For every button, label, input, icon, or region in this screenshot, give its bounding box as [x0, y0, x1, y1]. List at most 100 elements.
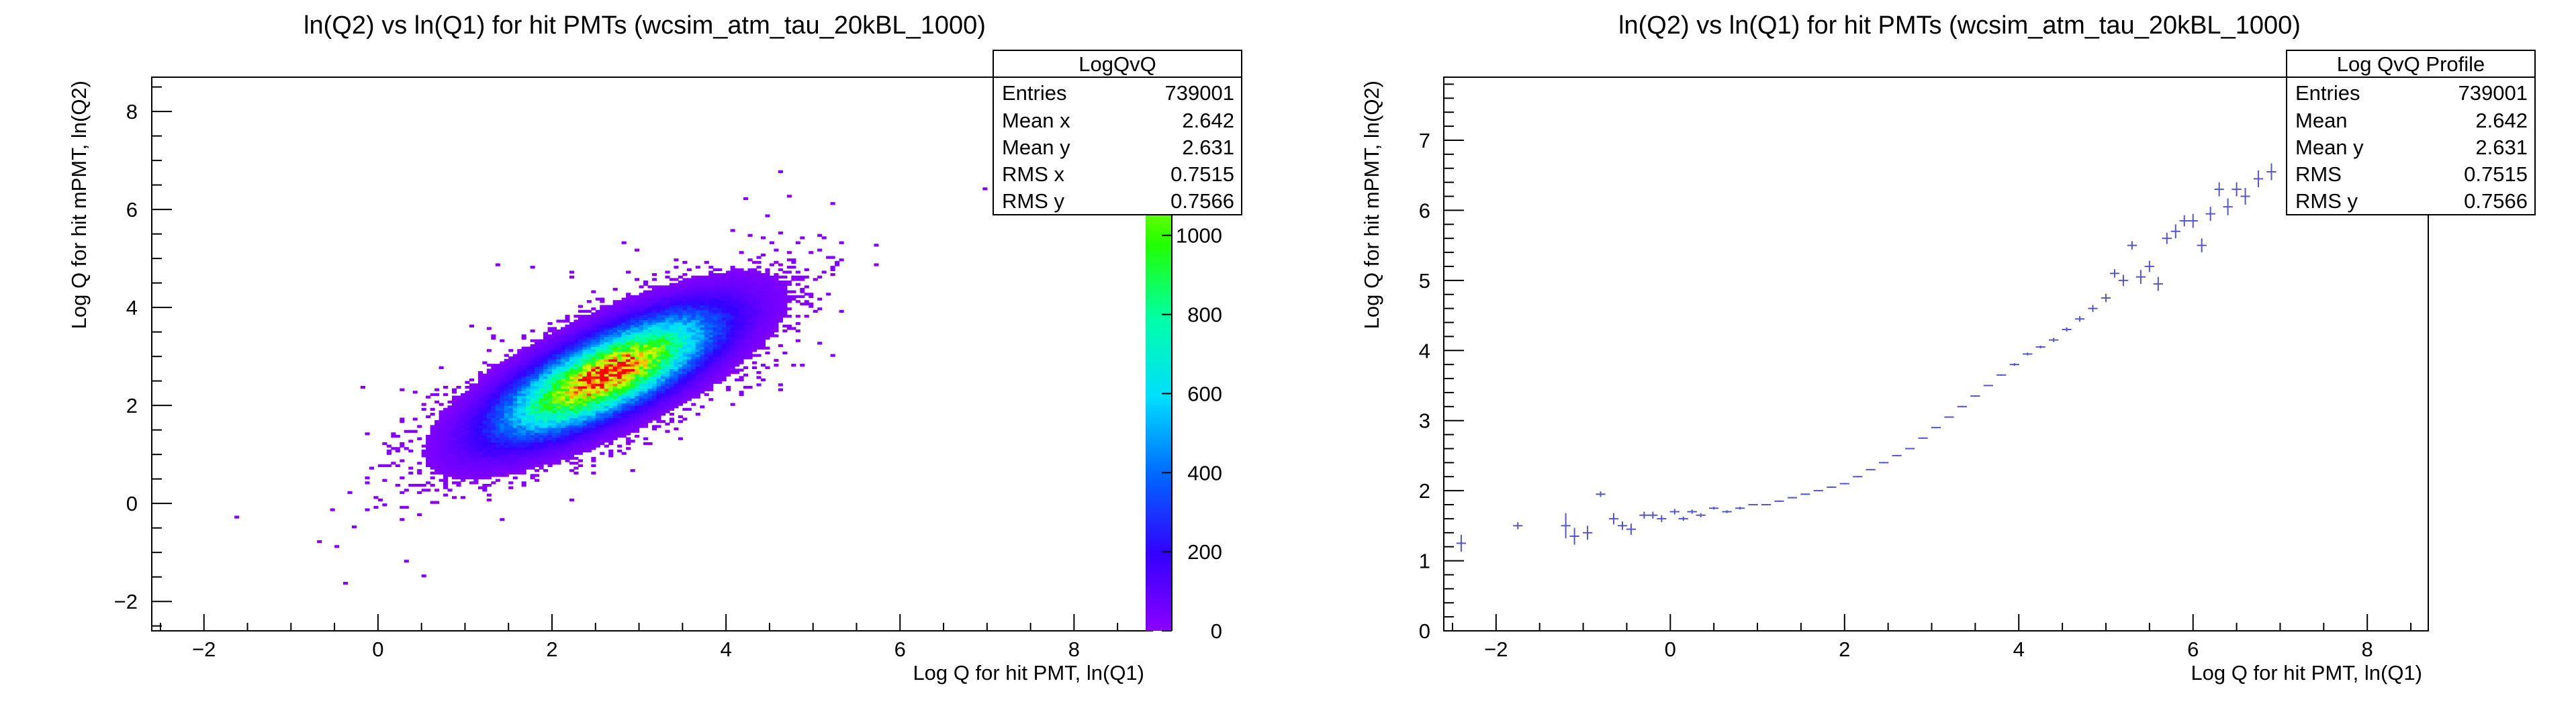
- heatmap-cell: [786, 300, 792, 303]
- heatmap-cell: [774, 302, 779, 306]
- heatmap-cell: [669, 385, 674, 389]
- heatmap-cell: [434, 469, 440, 472]
- heatmap-cell: [743, 305, 749, 308]
- heatmap-cell: [652, 410, 657, 413]
- heatmap-cell: [756, 302, 762, 306]
- heatmap-cell: [565, 336, 570, 340]
- heatmap-cell: [769, 317, 774, 320]
- heatmap-cell: [674, 317, 679, 320]
- heatmap-cell: [500, 391, 505, 394]
- heatmap-cell: [652, 290, 657, 293]
- heatmap-cell: [569, 344, 574, 348]
- heatmap-cell: [495, 469, 500, 472]
- heatmap-cell: [560, 329, 566, 333]
- heatmap-cell: [500, 454, 505, 458]
- heatmap-cell: [630, 430, 635, 433]
- heatmap-cell: [612, 315, 618, 318]
- heatmap-cell: [595, 354, 600, 357]
- heatmap-cell: [735, 317, 740, 320]
- heatmap-cell: [695, 368, 700, 372]
- heatmap-cell: [665, 371, 670, 374]
- heatmap-cell: [626, 430, 631, 433]
- heatmap-cell: [495, 434, 500, 438]
- heatmap-cell: [704, 327, 709, 330]
- heatmap-cell: [665, 312, 670, 315]
- heatmap-cell: [726, 332, 731, 335]
- heatmap-cell: [756, 275, 762, 279]
- heatmap-cell: [543, 339, 549, 342]
- heatmap-cell: [791, 266, 796, 269]
- heatmap-cell: [604, 391, 609, 394]
- heatmap-cell: [660, 395, 666, 399]
- heatmap-cell: [586, 309, 592, 313]
- heatmap-cell: [652, 285, 657, 289]
- heatmap-cell: [678, 297, 683, 301]
- heatmap-cell: [630, 317, 635, 320]
- heatmap-cell: [530, 364, 535, 367]
- heatmap-cell: [460, 427, 466, 431]
- heatmap-cell: [521, 361, 526, 364]
- heatmap-cell: [504, 358, 509, 362]
- heatmap-cell: [591, 312, 596, 315]
- heatmap-cell: [517, 452, 522, 455]
- heatmap-cell: [756, 322, 762, 325]
- heatmap-cell: [800, 295, 805, 299]
- heatmap-cell: [578, 434, 583, 438]
- heatmap-cell: [735, 285, 740, 289]
- heatmap-cell: [813, 309, 818, 313]
- heatmap-cell: [452, 496, 457, 499]
- heatmap-cell: [743, 334, 749, 338]
- heatmap-cell: [608, 366, 614, 370]
- heatmap-cell: [578, 336, 583, 340]
- heatmap-cell: [774, 287, 779, 291]
- heatmap-cell: [704, 307, 709, 311]
- heatmap-cell: [635, 361, 640, 364]
- heatmap-cell: [660, 344, 666, 348]
- heatmap-cell: [456, 442, 461, 446]
- heatmap-cell: [556, 398, 561, 401]
- heatmap-cell: [465, 417, 470, 421]
- heatmap-cell: [482, 483, 488, 487]
- heatmap-cell: [517, 459, 522, 462]
- heatmap-cell: [473, 434, 479, 438]
- heatmap-cell: [600, 437, 605, 440]
- heatmap-cell: [765, 322, 770, 325]
- heatmap-cell: [582, 336, 588, 340]
- heatmap-cell: [686, 379, 692, 382]
- heatmap-cell: [552, 354, 557, 357]
- heatmap-cell: [586, 368, 592, 372]
- heatmap-cell: [647, 332, 653, 335]
- heatmap-cell: [469, 471, 474, 474]
- heatmap-cell: [647, 293, 653, 296]
- heatmap-cell: [347, 491, 353, 495]
- heatmap-cell: [774, 334, 779, 338]
- heatmap-cell: [482, 434, 488, 438]
- heatmap-cell: [726, 275, 731, 279]
- heatmap-cell: [486, 434, 492, 438]
- heatmap-cell: [556, 381, 561, 384]
- heatmap-cell: [578, 437, 583, 440]
- heatmap-cell: [556, 459, 561, 462]
- heatmap-cell: [778, 295, 783, 299]
- right-stats-rms-value: 0.7515: [2464, 162, 2528, 186]
- heatmap-cell: [539, 368, 544, 372]
- heatmap-cell: [469, 410, 474, 413]
- heatmap-cell: [491, 464, 496, 468]
- heatmap-cell: [743, 312, 749, 315]
- heatmap-cell: [508, 405, 514, 409]
- heatmap-cell: [539, 342, 544, 345]
- heatmap-cell: [635, 329, 640, 333]
- heatmap-cell: [556, 403, 561, 406]
- heatmap-cell: [482, 469, 488, 472]
- heatmap-cell: [469, 324, 474, 327]
- heatmap-cell: [760, 253, 766, 257]
- heatmap-cell: [665, 388, 670, 391]
- heatmap-cell: [521, 462, 526, 465]
- heatmap-cell: [569, 383, 574, 387]
- heatmap-cell: [652, 407, 657, 411]
- heatmap-cell: [795, 322, 800, 325]
- heatmap-cell: [674, 332, 679, 335]
- heatmap-cell: [578, 398, 583, 401]
- heatmap-cell: [700, 336, 705, 340]
- z-tick-label: 1000: [1176, 224, 1222, 248]
